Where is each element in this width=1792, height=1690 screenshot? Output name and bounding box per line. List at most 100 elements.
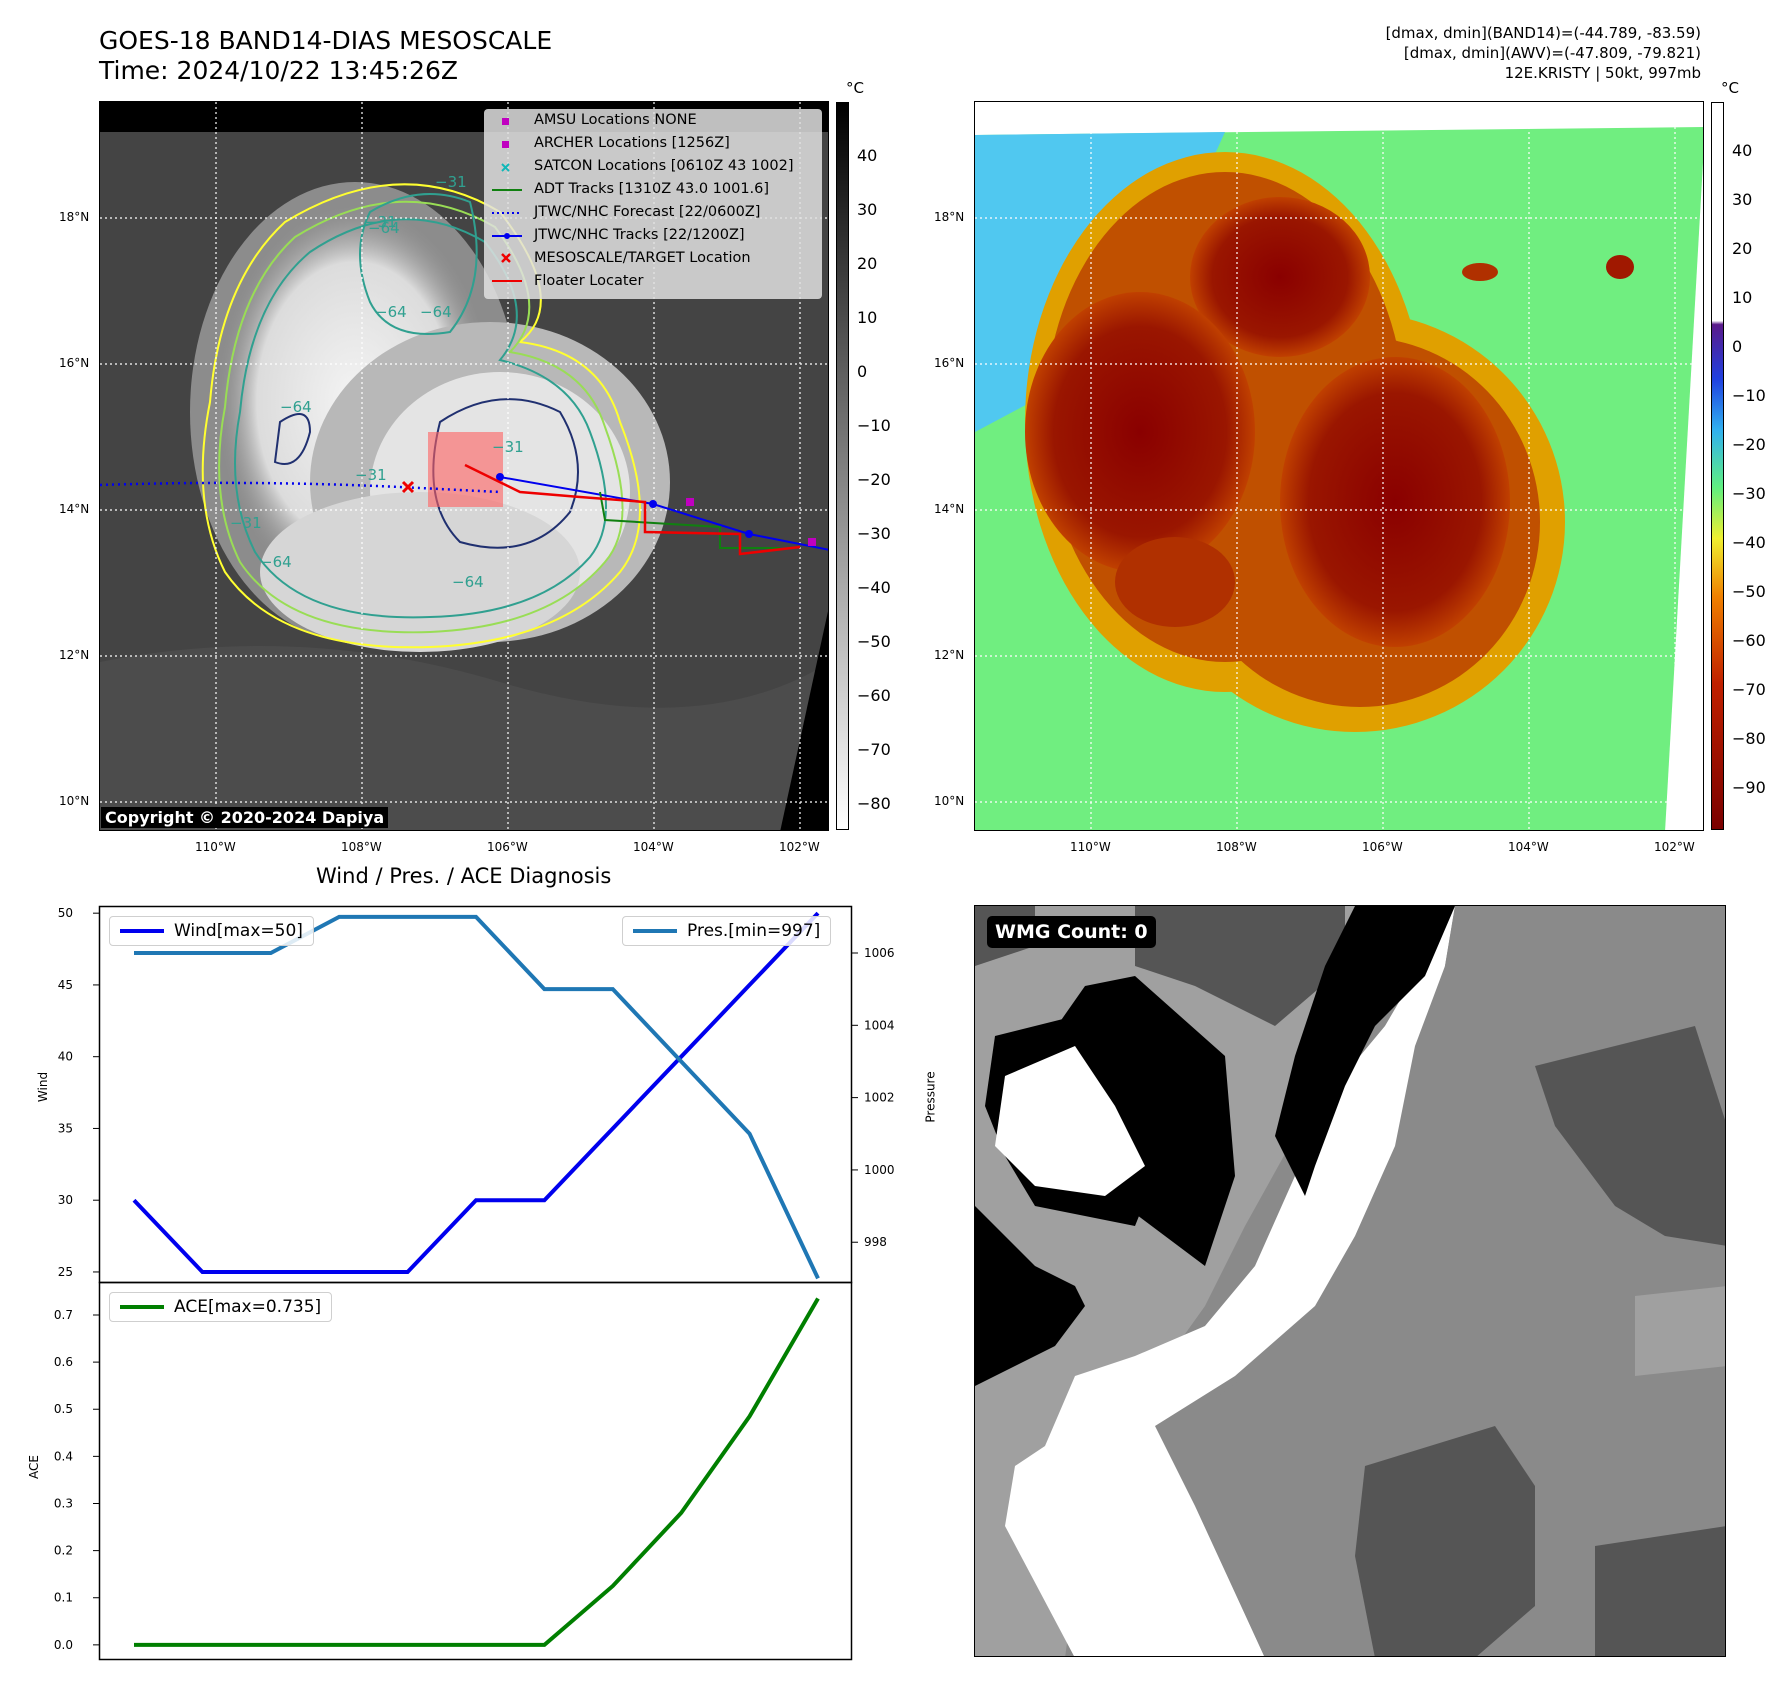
lat-label: 12°N [59, 648, 90, 662]
contour-label: −64 [368, 219, 400, 237]
cbar-tick: −20 [857, 470, 891, 489]
floater-box [428, 432, 503, 507]
lon-label: 102°W [779, 840, 820, 854]
wind-ticks: 50 45 40 35 30 25 [58, 906, 100, 1279]
pressure-ticks: 1006 1004 1002 1000 998 [851, 946, 895, 1249]
lon-label: 110°W [1070, 840, 1111, 854]
cbar-tick: −20 [1732, 435, 1766, 454]
lon-label: 108°W [341, 840, 382, 854]
floater-track [464, 463, 801, 556]
ace-tick-label: 0.1 [54, 1591, 73, 1605]
lat-label: 10°N [934, 794, 965, 808]
cbar-tick: −70 [857, 740, 891, 759]
ace-legend: ACE[max=0.735] [109, 1292, 333, 1322]
cbar-tick: 20 [1732, 239, 1753, 258]
colorbar-left [836, 102, 849, 830]
cbar-tick: −50 [1732, 582, 1766, 601]
cbar-tick: 30 [1732, 190, 1753, 209]
cbar-tick: −10 [857, 416, 891, 435]
pressure-tick-label: 1000 [864, 1163, 895, 1177]
copyright-label: Copyright © 2020-2024 Dapiya [101, 807, 389, 828]
archer-marker-2 [808, 538, 816, 546]
wind-tick-label: 35 [58, 1121, 73, 1135]
wmg-panel: WMG Count: 0 [974, 905, 1726, 1657]
ace-tick-label: 0.4 [54, 1449, 73, 1463]
wind-axis-label: Wind [36, 1071, 51, 1103]
ace-tick-label: 0.5 [54, 1402, 73, 1416]
pressure-legend: Pres.[min=997] [622, 916, 832, 946]
lon-label: 102°W [1654, 840, 1695, 854]
legend-amsu: AMSU Locations NONE [534, 112, 697, 128]
pressure-legend-label: Pres.[min=997] [687, 921, 821, 941]
ace-series [134, 1297, 820, 1647]
cbar-tick: 40 [1732, 141, 1753, 160]
lon-label: 104°W [633, 840, 674, 854]
ace-tick-label: 0.3 [54, 1496, 73, 1510]
pressure-axis-label: Pressure [923, 1071, 938, 1123]
wind-legend-label: Wind[max=50] [174, 921, 303, 941]
cbar-tick: 10 [857, 308, 878, 327]
wind-tick-label: 50 [58, 906, 73, 920]
contour-label: −64 [420, 303, 452, 321]
lon-label: 110°W [195, 840, 236, 854]
lon-label: 104°W [1508, 840, 1549, 854]
cbar-tick: 0 [857, 362, 868, 381]
awv-map-image [975, 102, 1703, 830]
target-marker [401, 480, 415, 494]
contour-label: −64 [452, 573, 484, 591]
cbar-tick: 20 [857, 254, 878, 273]
contour-label: −31 [230, 514, 262, 532]
figure-timestamp: Time: 2024/10/22 13:45:26Z [99, 56, 458, 85]
ace-plot-frame [98, 1281, 853, 1661]
ace-ticks: 0.7 0.6 0.5 0.4 0.3 0.2 0.1 0.0 [54, 1308, 100, 1652]
colorbar-right [1711, 102, 1724, 830]
diagnosis-title: Wind / Pres. / ACE Diagnosis [316, 864, 612, 888]
cbar-tick: −80 [857, 794, 891, 813]
lat-label: 14°N [934, 502, 965, 516]
contour-label: −64 [375, 303, 407, 321]
legend-target: MESOSCALE/TARGET Location [534, 250, 751, 266]
ir-map-panel: −31 −64 −64 −64 −64 −31 −64 −64 −31 −31 … [99, 101, 829, 831]
cbar-tick: −40 [1732, 533, 1766, 552]
lat-label: 10°N [59, 794, 90, 808]
pressure-tick-label: 1006 [864, 946, 895, 960]
legend-floater: Floater Locater [534, 273, 644, 289]
wmg-count-badge: WMG Count: 0 [987, 916, 1156, 948]
pressure-legend-swatch [633, 929, 677, 933]
cbar-tick: −10 [1732, 386, 1766, 405]
lat-label: 12°N [934, 648, 965, 662]
ace-tick-label: 0.7 [54, 1308, 73, 1322]
info-storm: 12E.KRISTY | 50kt, 997mb [1504, 64, 1701, 82]
ace-legend-label: ACE[max=0.735] [174, 1297, 322, 1317]
awv-map-panel [974, 101, 1704, 831]
wmg-image [975, 906, 1725, 1656]
ace-axis-label: ACE [26, 1455, 41, 1479]
colorbar-left-unit: °C [846, 79, 864, 97]
wind-legend-swatch [120, 929, 164, 933]
lon-label: 108°W [1216, 840, 1257, 854]
lat-label: 16°N [934, 356, 965, 370]
contour-label: −31 [435, 173, 467, 191]
cbar-tick: −90 [1732, 778, 1766, 797]
legend-tracks: JTWC/NHC Tracks [22/1200Z] [534, 227, 745, 243]
wind-tick-label: 40 [58, 1050, 73, 1064]
cbar-tick: 30 [857, 200, 878, 219]
info-band14: [dmax, dmin](BAND14)=(-44.789, -83.59) [1385, 24, 1701, 42]
wind-legend: Wind[max=50] [109, 916, 314, 946]
ace-tick-label: 0.2 [54, 1544, 73, 1558]
legend-forecast: JTWC/NHC Forecast [22/0600Z] [534, 204, 761, 220]
wind-plot-frame [98, 905, 853, 1284]
cbar-tick: −60 [857, 686, 891, 705]
lat-label: 16°N [59, 356, 90, 370]
ace-legend-swatch [120, 1305, 164, 1309]
cbar-tick: −30 [1732, 484, 1766, 503]
pressure-tick-label: 1004 [864, 1018, 895, 1032]
contour-label: −64 [280, 398, 312, 416]
cbar-tick: −40 [857, 578, 891, 597]
wind-series [132, 911, 820, 1274]
legend-adt: ADT Tracks [1310Z 43.0 1001.6] [534, 181, 770, 197]
pressure-series [134, 914, 820, 1280]
cbar-tick: 40 [857, 146, 878, 165]
figure-title: GOES-18 BAND14-DIAS MESOSCALE [99, 26, 553, 55]
lon-label: 106°W [1362, 840, 1403, 854]
